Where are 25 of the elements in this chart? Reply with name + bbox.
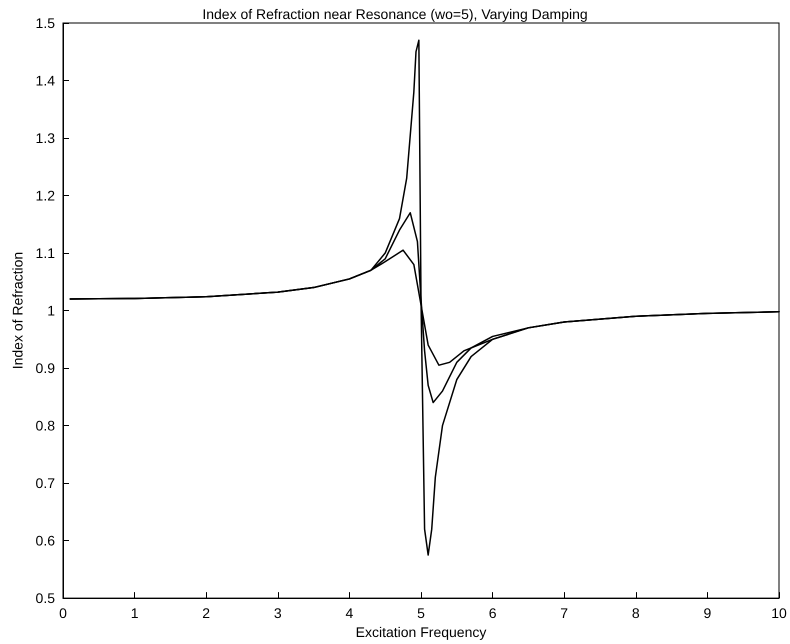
x-tick-label: 8	[632, 605, 640, 622]
x-tick-label: 1	[130, 605, 139, 622]
x-tick-label: 4	[346, 605, 354, 622]
y-axis-title: Index of Refraction	[10, 252, 26, 370]
y-tick-label: 0.7	[36, 475, 56, 492]
y-tick-label: 0.8	[36, 418, 56, 434]
x-tick-label: 6	[488, 605, 497, 622]
x-tick-label: 10	[771, 605, 787, 622]
y-tick-label: 1.5	[36, 15, 56, 31]
x-tick-label: 3	[274, 605, 282, 622]
chart-title: Index of Refraction near Resonance (wo=5), Varying Damping	[202, 6, 588, 22]
x-axis-title: Excitation Frequency	[356, 624, 486, 640]
x-tick-label: 7	[560, 605, 568, 622]
y-tick-label: 1.3	[36, 130, 56, 146]
y-tick-label: 1.2	[36, 188, 56, 204]
x-tick-label: 0	[59, 605, 68, 622]
y-tick-label: 0.9	[36, 360, 56, 376]
x-tick-label: 9	[704, 605, 712, 622]
y-tick-label: 1	[47, 302, 56, 319]
y-tick-label: 1.1	[36, 245, 56, 262]
y-tick-label: 0.5	[36, 590, 56, 606]
x-tick-label: 5	[417, 605, 426, 622]
y-tick-label: 1.4	[36, 72, 56, 89]
y-tick-label: 0.6	[36, 532, 56, 549]
x-tick-label: 2	[202, 605, 210, 622]
